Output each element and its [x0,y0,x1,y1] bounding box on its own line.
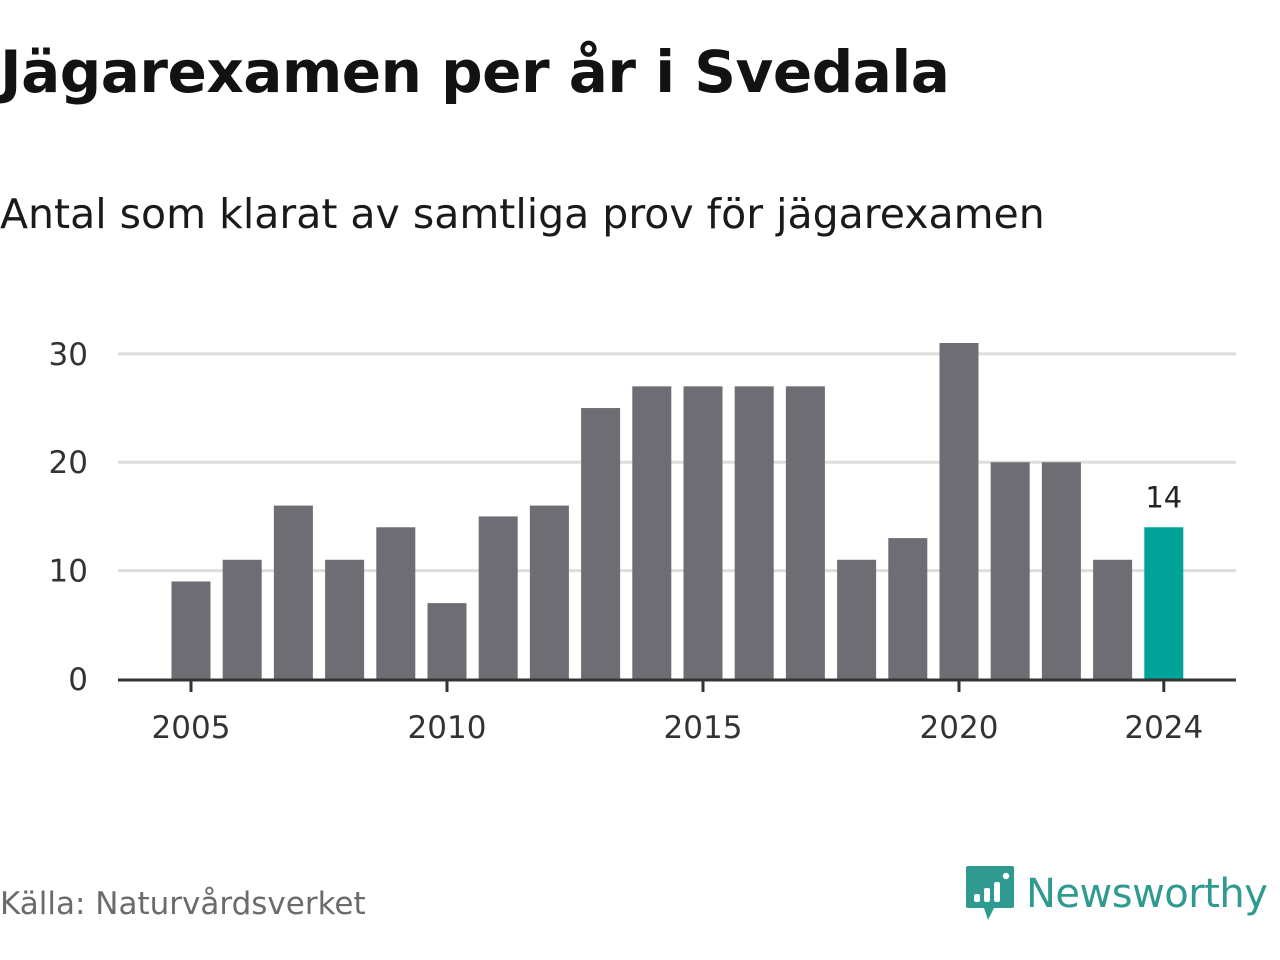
x-tick-label-2020: 2020 [920,710,999,746]
bar-2018 [837,559,877,679]
bar-2007 [273,505,313,679]
bar-2010 [427,603,467,679]
y-tick-label-30: 30 [49,337,88,373]
bar-2022 [1041,462,1081,679]
bar-2016 [734,386,774,679]
source-note: Källa: Naturvårdsverket [0,886,366,922]
bar-2015 [683,386,723,679]
x-tick-label-2024: 2024 [1124,710,1203,746]
data-label-2024: 14 [1145,480,1182,514]
bar-2021 [990,462,1030,679]
brand-logo: Newsworthy [964,864,1268,924]
x-tick-label-2010: 2010 [408,710,487,746]
bar-2006 [222,559,262,679]
bar-2020 [939,343,979,679]
bar-2013 [581,408,621,679]
axes [118,678,1236,692]
x-tick-label-2005: 2005 [152,710,231,746]
y-tick-label-0: 0 [68,662,88,698]
bar-2009 [376,527,416,679]
bar-2005 [171,581,211,679]
bar-2024 [1144,527,1184,679]
chart-title: Jägarexamen per år i Svedala [0,38,950,106]
bar-2008 [325,559,365,679]
bar-2017 [785,386,825,679]
bar-2019 [888,538,928,679]
bar-2011 [478,516,518,679]
x-tick-label-2015: 2015 [664,710,743,746]
labels: 0 10 20 30 2005 2010 2015 2020 2024 14 [49,337,1204,746]
bar-2012 [529,505,569,679]
bar-2023 [1093,559,1133,679]
bars [171,343,1184,679]
chart-subtitle: Antal som klarat av samtliga prov för jä… [0,190,1045,238]
bar-2014 [632,386,672,679]
chart-bubble-icon [966,866,1014,920]
brand-name: Newsworthy [1026,871,1268,917]
y-tick-label-10: 10 [49,554,88,590]
y-tick-label-20: 20 [49,445,88,481]
